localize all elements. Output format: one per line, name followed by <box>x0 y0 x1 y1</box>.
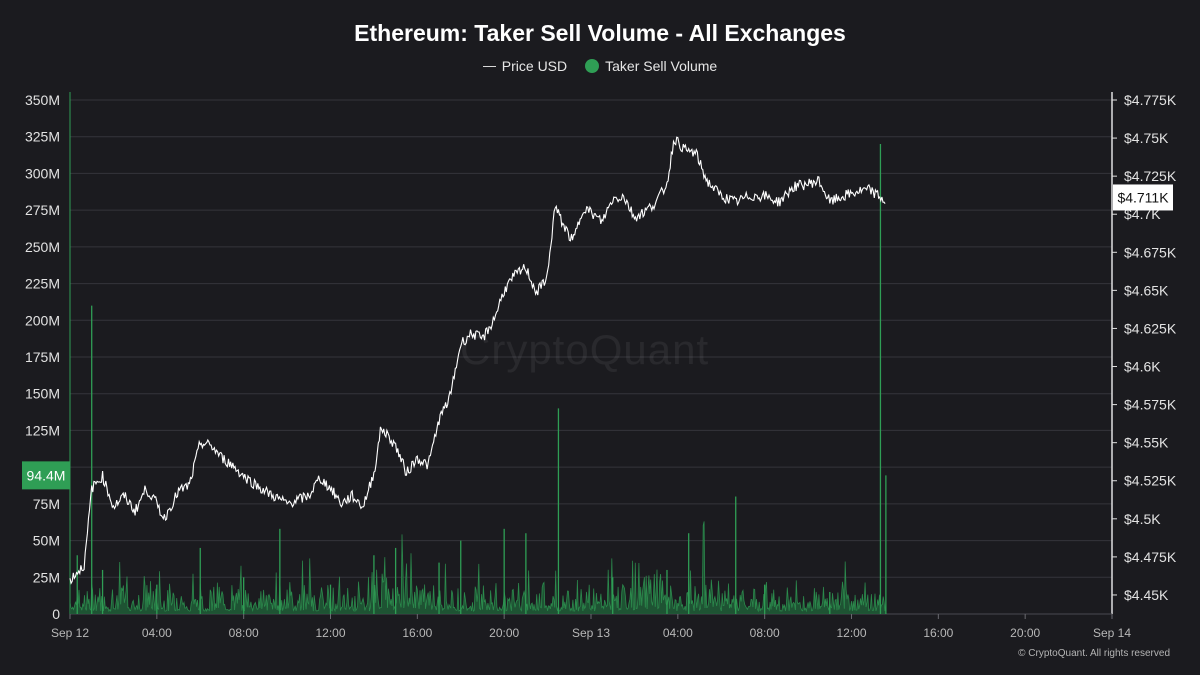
legend-item-price[interactable]: Price USD <box>482 58 568 74</box>
y-right-tick-label: $4.5K <box>1124 511 1161 527</box>
y-left-tick-label: 50M <box>33 533 60 549</box>
y-left-tick-label: 275M <box>25 202 60 218</box>
y-right-tick-label: $4.625K <box>1124 320 1177 336</box>
legend-label-price: Price USD <box>501 58 568 74</box>
x-tick-label: 16:00 <box>923 626 953 640</box>
x-tick-label: 08:00 <box>750 626 780 640</box>
legend-dot-swatch <box>585 59 600 73</box>
y-right-tick-label: $4.475K <box>1124 549 1177 565</box>
y-right-tick-label: $4.45K <box>1124 587 1169 603</box>
x-tick-label: Sep 12 <box>51 626 89 640</box>
y-left-tick-label: 250M <box>25 239 60 255</box>
x-tick-label: 20:00 <box>489 626 519 640</box>
legend-line-swatch <box>482 65 496 67</box>
price-line <box>69 136 886 585</box>
y-right-tick-label: $4.65K <box>1124 282 1169 298</box>
x-tick-label: 04:00 <box>663 626 693 640</box>
y-right-tick-label: $4.75K <box>1124 130 1169 146</box>
y-right-tick-label: $4.525K <box>1124 473 1177 489</box>
legend: Price USD Taker Sell Volume <box>0 58 1200 74</box>
chart-title: Ethereum: Taker Sell Volume - All Exchan… <box>354 20 846 46</box>
y-right-tick-label: $4.575K <box>1124 397 1177 413</box>
watermark: CryptoQuant <box>460 326 710 373</box>
y-left-tick-label: 150M <box>25 386 60 402</box>
y-left-tick-label: 225M <box>25 276 60 292</box>
y-left-tick-label: 325M <box>25 129 60 145</box>
volume-value-label: 94.4M <box>27 467 66 483</box>
y-left-tick-label: 75M <box>33 496 60 512</box>
y-left-tick-label: 0 <box>52 606 60 622</box>
y-left-tick-label: 175M <box>25 349 60 365</box>
x-tick-label: 08:00 <box>229 626 259 640</box>
y-right-tick-label: $4.775K <box>1124 92 1177 108</box>
x-tick-label: 12:00 <box>315 626 345 640</box>
legend-label-volume: Taker Sell Volume <box>605 58 718 74</box>
y-right-tick-label: $4.55K <box>1124 435 1169 451</box>
legend-item-volume[interactable]: Taker Sell Volume <box>585 58 717 74</box>
x-tick-label: 12:00 <box>836 626 866 640</box>
y-right-tick-label: $4.6K <box>1124 359 1161 375</box>
x-tick-label: Sep 13 <box>572 626 610 640</box>
x-tick-label: 16:00 <box>402 626 432 640</box>
price-value-badge <box>1113 184 1173 211</box>
y-left-tick-label: 200M <box>25 312 60 328</box>
price-value-label: $4.711K <box>1117 189 1169 205</box>
y-right-tick-label: $4.675K <box>1124 244 1177 260</box>
y-left-tick-label: 300M <box>25 165 60 181</box>
copyright-text: © CryptoQuant. All rights reserved <box>1018 648 1170 659</box>
y-right-tick-label: $4.725K <box>1124 168 1177 184</box>
volume-line <box>69 521 887 613</box>
volume-value-badge <box>22 461 70 490</box>
x-tick-label: Sep 14 <box>1093 626 1131 640</box>
y-left-tick-label: 25M <box>33 569 60 585</box>
x-tick-label: 04:00 <box>142 626 172 640</box>
y-left-tick-label: 125M <box>25 422 60 438</box>
y-left-tick-label: 350M <box>25 92 60 108</box>
x-tick-label: 20:00 <box>1010 626 1040 640</box>
